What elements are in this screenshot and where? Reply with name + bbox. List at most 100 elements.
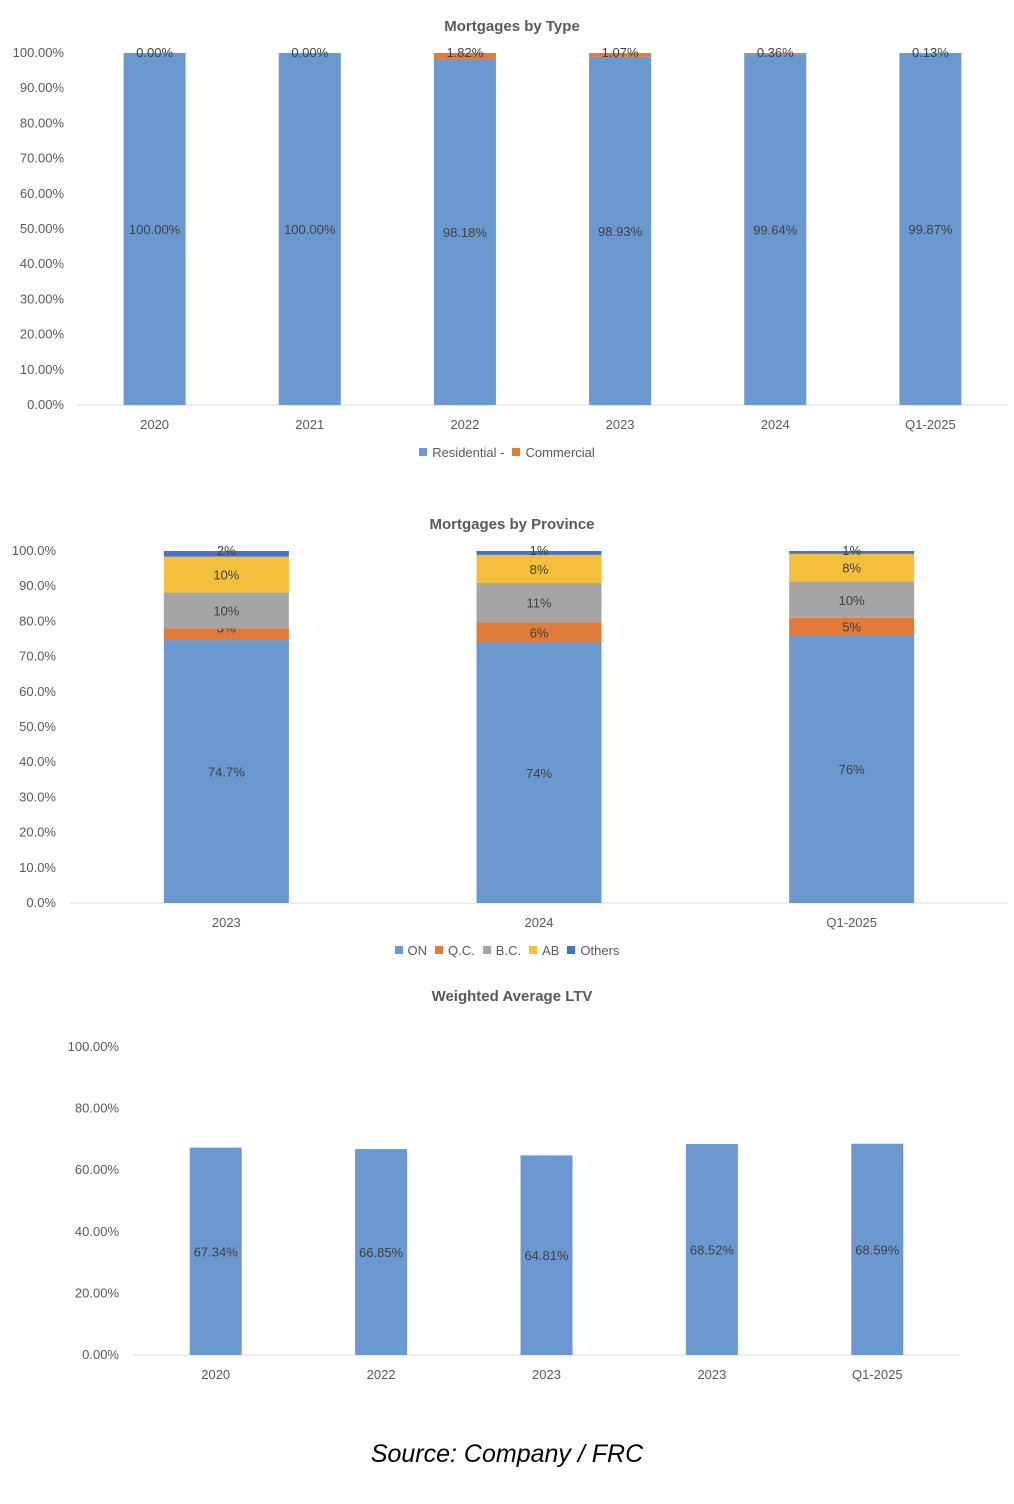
data-label: 66.85% xyxy=(359,1245,404,1260)
x-tick-label: Q1-2025 xyxy=(852,1367,903,1382)
y-tick-label: 30.00% xyxy=(20,291,65,306)
y-tick-label: 70.00% xyxy=(20,151,65,166)
bar-commercial xyxy=(433,53,496,60)
data-label: 1.82% xyxy=(446,45,483,60)
bar-on xyxy=(163,640,289,903)
y-tick-label: 30.0% xyxy=(19,789,56,804)
bar-residential- xyxy=(278,53,341,405)
data-label: 68.59% xyxy=(855,1242,900,1257)
x-tick-label: 2022 xyxy=(367,1367,396,1382)
y-tick-label: 60.00% xyxy=(20,186,65,201)
legend-label: AB xyxy=(542,942,560,958)
mortgages-by-province-legend: ON Q.C. B.C. AB Others xyxy=(0,942,1014,958)
data-label: 100.00% xyxy=(129,222,181,237)
data-label: 8% xyxy=(842,561,861,576)
data-label: 10% xyxy=(839,593,865,608)
bar-commercial xyxy=(744,53,807,55)
data-label: 74.7% xyxy=(208,765,245,780)
legend-item: Residential - xyxy=(419,445,504,460)
y-tick-label: 20.0% xyxy=(19,825,56,840)
legend-label: Q.C. xyxy=(448,942,475,958)
bar-residential- xyxy=(899,53,962,405)
x-tick-label: 2024 xyxy=(761,417,790,432)
data-label: 67.34% xyxy=(194,1244,239,1259)
legend-swatch xyxy=(435,946,444,954)
legend-item: B.C. xyxy=(482,943,521,958)
legend-swatch xyxy=(394,946,403,954)
data-label: 64.81% xyxy=(524,1248,569,1263)
y-tick-label: 20.00% xyxy=(20,327,65,342)
y-tick-label: 10.0% xyxy=(19,860,56,875)
bar-residential- xyxy=(744,54,807,405)
bar-others xyxy=(163,551,289,557)
bar-b-c- xyxy=(163,592,289,629)
y-tick-label: 90.00% xyxy=(20,80,65,95)
bar-others xyxy=(789,551,915,554)
data-label: 0.36% xyxy=(757,45,794,60)
x-tick-label: 2020 xyxy=(201,1367,230,1382)
y-tick-label: 0.00% xyxy=(27,397,64,412)
legend-swatch xyxy=(529,946,538,954)
bar-value xyxy=(189,1147,242,1355)
data-label: 76% xyxy=(839,762,865,777)
y-tick-label: 40.00% xyxy=(75,1224,120,1239)
weighted-average-ltv-chart: Weighted Average LTV 0.00% 20.00% 40.00% 60.… xyxy=(68,988,960,1382)
source-note: Source: Company / FRC xyxy=(370,1440,644,1468)
x-tick-label: 2020 xyxy=(140,417,169,432)
y-tick-label: 0.00% xyxy=(82,1347,119,1362)
bar-ab xyxy=(163,556,289,593)
data-label: 99.64% xyxy=(753,223,798,238)
y-tick-label: 20.00% xyxy=(75,1285,120,1300)
data-label: 68.52% xyxy=(690,1242,735,1257)
x-tick-label: 2024 xyxy=(525,915,554,930)
y-tick-label: 50.00% xyxy=(20,221,65,236)
data-label: 1% xyxy=(530,543,549,558)
x-tick-label: 2023 xyxy=(606,417,635,432)
x-tick-label: 2023 xyxy=(697,1367,726,1382)
y-tick-label: 80.00% xyxy=(20,115,65,130)
y-tick-label: 60.00% xyxy=(75,1162,120,1177)
y-tick-label: 100.00% xyxy=(68,1039,120,1054)
y-tick-label: 90.0% xyxy=(19,578,56,593)
chart-title: Mortgages by Type xyxy=(444,18,580,35)
legend-item: ON xyxy=(394,942,428,958)
legend-item: Others xyxy=(567,943,619,958)
legend-swatch xyxy=(482,946,491,954)
bar-ab xyxy=(789,553,915,582)
bar-commercial xyxy=(589,53,652,57)
bar-q-c- xyxy=(476,622,602,643)
chart-title: Mortgages by Province xyxy=(429,516,594,533)
y-tick-label: 70.0% xyxy=(19,649,56,664)
y-tick-label: 0.0% xyxy=(26,895,56,910)
bar-b-c- xyxy=(476,583,602,623)
bar-b-c- xyxy=(789,581,915,618)
data-label: 8% xyxy=(530,562,549,577)
data-label: 11% xyxy=(526,596,551,611)
bar-residential- xyxy=(433,59,496,405)
x-tick-label: 2023 xyxy=(532,1367,561,1382)
legend-label: ON xyxy=(407,942,428,958)
bar-value xyxy=(685,1143,738,1355)
x-tick-label: Q1-2025 xyxy=(905,417,956,432)
data-label: 1% xyxy=(842,543,861,558)
y-tick-label: 50.0% xyxy=(19,719,56,734)
bar-q-c- xyxy=(789,617,915,636)
data-label: 0.00% xyxy=(136,45,173,60)
data-label: 98.18% xyxy=(443,225,488,240)
data-label: 0.00% xyxy=(291,45,328,60)
legend-swatch xyxy=(567,946,576,954)
y-tick-label: 10.00% xyxy=(20,362,65,377)
legend-swatch xyxy=(512,448,521,456)
legend-item: Commercial xyxy=(512,444,595,460)
bar-value xyxy=(851,1143,904,1355)
y-tick-label: 60.0% xyxy=(19,684,56,699)
bar-on xyxy=(789,635,915,903)
legend-item: Q.C. xyxy=(435,943,475,958)
bar-others xyxy=(476,551,602,555)
data-label: 100.00% xyxy=(284,222,336,237)
x-tick-label: 2022 xyxy=(450,417,479,432)
mortgages-by-type-chart: Mortgages by Type 0.00% 10.00% 20.00% 30.00%… xyxy=(13,18,1008,432)
legend-label: Commercial xyxy=(525,444,595,460)
y-tick-label: 80.00% xyxy=(75,1101,120,1116)
bar-q-c- xyxy=(163,628,289,641)
